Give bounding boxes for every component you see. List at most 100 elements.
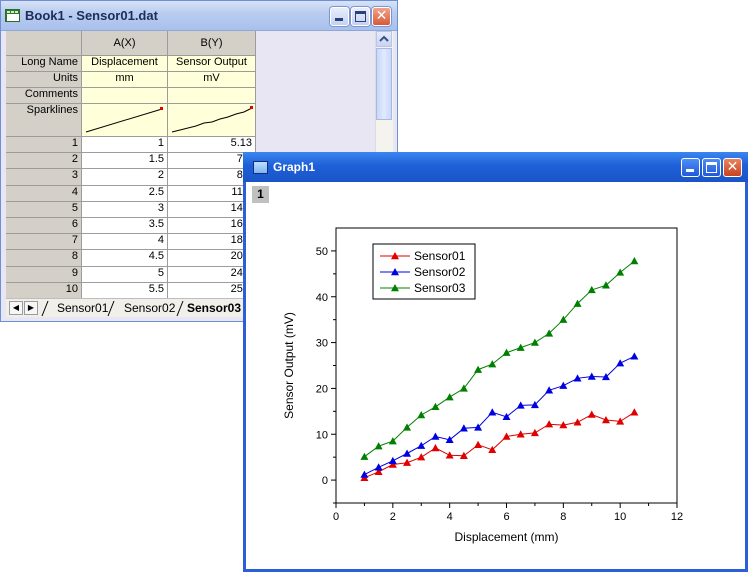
data-point-sensor02 xyxy=(474,423,483,431)
data-point-sensor02 xyxy=(516,401,525,409)
tab-sensor03[interactable]: Sensor03 xyxy=(187,301,242,315)
long-name-a[interactable]: Displacement xyxy=(82,56,168,72)
minimize-button[interactable] xyxy=(330,7,349,26)
maximize-icon xyxy=(355,11,366,22)
maximize-icon xyxy=(706,162,717,173)
cell-a[interactable]: 4 xyxy=(82,234,168,251)
data-point-sensor02 xyxy=(573,374,582,382)
cell-b[interactable]: 20.0 xyxy=(168,250,256,267)
data-point-sensor03 xyxy=(488,360,497,368)
close-icon: ✕ xyxy=(375,8,388,24)
cell-a[interactable]: 3 xyxy=(82,201,168,218)
close-button[interactable]: ✕ xyxy=(372,7,391,26)
tab-sensor02[interactable]: Sensor02 xyxy=(124,301,176,315)
cell-a[interactable]: 2 xyxy=(82,169,168,186)
data-point-sensor03 xyxy=(445,393,454,401)
graph-title: Graph1 xyxy=(273,160,316,174)
data-point-sensor02 xyxy=(587,372,596,380)
data-point-sensor01 xyxy=(545,420,554,428)
graph-window[interactable]: Graph1 ✕ 1 0 2 4 6 8 10 12 0 10 20 30 40 50 Sensor01… xyxy=(243,152,748,572)
units-a[interactable]: mm xyxy=(82,72,168,88)
cell-a[interactable]: 5 xyxy=(82,266,168,283)
cell-a[interactable]: 1 xyxy=(82,137,168,154)
y-tick-label: 30 xyxy=(316,338,328,350)
data-point-sensor03 xyxy=(388,437,397,445)
row-header[interactable]: 9 xyxy=(6,266,82,283)
data-point-sensor01 xyxy=(530,428,539,437)
plot-area[interactable]: 0 2 4 6 8 10 12 0 10 20 30 40 50 Sensor01 Sensor02 Sen… xyxy=(243,152,748,569)
cell-a[interactable]: 5.5 xyxy=(82,282,168,299)
data-point-sensor02 xyxy=(374,463,383,471)
data-point-sensor03 xyxy=(587,285,596,294)
arrow-right-icon: ▶ xyxy=(27,303,35,312)
data-point-sensor03 xyxy=(545,329,554,337)
graph-icon xyxy=(253,160,268,174)
tab-scroll-left-button[interactable]: ◀ xyxy=(9,301,23,315)
data-point-sensor01 xyxy=(488,445,497,454)
row-header[interactable]: 2 xyxy=(6,153,82,170)
data-point-sensor01 xyxy=(587,410,596,418)
units-b[interactable]: mV xyxy=(168,72,256,88)
comments-b[interactable] xyxy=(168,88,256,104)
cell-b[interactable]: 5.13 xyxy=(168,137,256,154)
scroll-up-button[interactable] xyxy=(376,31,392,47)
data-point-sensor01 xyxy=(431,444,440,452)
row-header[interactable]: 8 xyxy=(6,250,82,267)
y-tick-label: 40 xyxy=(316,292,328,304)
sparkline-a[interactable] xyxy=(82,104,168,137)
data-point-sensor03 xyxy=(530,338,539,346)
tab-scroll-right-button[interactable]: ▶ xyxy=(24,301,38,315)
row-header[interactable]: 4 xyxy=(6,185,82,202)
column-header-a[interactable]: A(X) xyxy=(82,31,168,56)
graph-titlebar[interactable]: Graph1 ✕ xyxy=(243,152,748,182)
legend-entry-sensor02: Sensor02 xyxy=(414,265,466,279)
long-name-b[interactable]: Sensor Output xyxy=(168,56,256,72)
maximize-button[interactable] xyxy=(351,7,370,26)
data-point-sensor03 xyxy=(559,315,568,323)
tab-separators xyxy=(41,300,184,317)
legend-swatch-marker xyxy=(391,268,399,276)
cell-a[interactable]: 2.5 xyxy=(82,185,168,202)
row-label-comments[interactable]: Comments xyxy=(6,88,82,104)
corner-cell[interactable] xyxy=(6,31,82,56)
data-point-sensor03 xyxy=(601,281,610,289)
row-label-units[interactable]: Units xyxy=(6,72,82,88)
sparkline-b-graphic xyxy=(171,106,253,133)
row-label-long-name[interactable]: Long Name xyxy=(6,56,82,72)
graph-minimize-button[interactable] xyxy=(681,158,700,177)
workbook-window[interactable]: Book1 - Sensor01.dat ✕ A(X) B(Y) Long Na… xyxy=(0,0,398,322)
data-point-sensor02 xyxy=(403,449,412,457)
row-header[interactable]: 5 xyxy=(6,201,82,218)
data-point-sensor01 xyxy=(630,408,639,416)
row-label-sparklines[interactable]: Sparklines xyxy=(6,104,82,137)
graph-maximize-button[interactable] xyxy=(702,158,721,177)
y-axis-label: Sensor Output (mV) xyxy=(282,312,296,419)
workbook-titlebar[interactable]: Book1 - Sensor01.dat ✕ xyxy=(1,1,397,31)
layer-indicator[interactable]: 1 xyxy=(252,186,269,203)
tab-sensor01[interactable]: Sensor01 xyxy=(57,301,109,315)
data-point-sensor01 xyxy=(459,451,468,459)
cell-a[interactable]: 1.5 xyxy=(82,153,168,170)
data-point-sensor01 xyxy=(616,417,625,425)
minimize-icon xyxy=(686,169,694,172)
graph-close-button[interactable]: ✕ xyxy=(723,158,742,177)
cell-a[interactable]: 4.5 xyxy=(82,250,168,267)
data-point-sensor02 xyxy=(502,412,511,421)
cell-a[interactable]: 3.5 xyxy=(82,218,168,235)
sparkline-b[interactable] xyxy=(168,104,256,137)
row-header[interactable]: 6 xyxy=(6,218,82,235)
data-point-sensor01 xyxy=(374,467,383,476)
column-header-b[interactable]: B(Y) xyxy=(168,31,256,56)
scroll-thumb[interactable] xyxy=(376,48,392,120)
row-header[interactable]: 3 xyxy=(6,169,82,186)
data-point-sensor01 xyxy=(601,416,610,424)
row-header[interactable]: 10 xyxy=(6,282,82,299)
y-tick-label: 10 xyxy=(316,429,328,441)
sparkline-a-graphic xyxy=(85,107,163,133)
row-header[interactable]: 7 xyxy=(6,234,82,251)
data-point-sensor02 xyxy=(630,352,639,360)
data-point-sensor02 xyxy=(459,424,468,432)
row-header[interactable]: 1 xyxy=(6,137,82,154)
legend-swatch-marker xyxy=(391,252,399,260)
comments-a[interactable] xyxy=(82,88,168,104)
